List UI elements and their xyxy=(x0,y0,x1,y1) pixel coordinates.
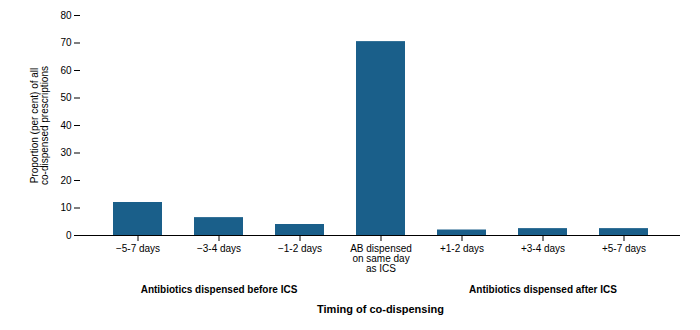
svg-text:+1-2 days: +1-2 days xyxy=(440,243,484,254)
svg-text:Antibiotics dispensed after IC: Antibiotics dispensed after ICS xyxy=(469,284,617,295)
svg-text:Proportion (per cent) of allco: Proportion (per cent) of allco-dispensed… xyxy=(29,66,50,185)
svg-text:Timing of co-dispensing: Timing of co-dispensing xyxy=(317,303,444,315)
svg-text:−3-4 days: −3-4 days xyxy=(197,243,241,254)
svg-text:+5-7 days: +5-7 days xyxy=(602,243,646,254)
svg-text:20: 20 xyxy=(60,175,72,186)
svg-text:40: 40 xyxy=(60,120,72,131)
svg-text:−5-7 days: −5-7 days xyxy=(116,243,160,254)
svg-text:Antibiotics dispensed before I: Antibiotics dispensed before ICS xyxy=(141,284,298,295)
svg-text:+3-4 days: +3-4 days xyxy=(521,243,565,254)
svg-text:70: 70 xyxy=(60,37,72,48)
svg-text:60: 60 xyxy=(60,65,72,76)
svg-text:30: 30 xyxy=(60,147,72,158)
svg-text:50: 50 xyxy=(60,92,72,103)
svg-text:AB dispensedon same dayas ICS: AB dispensedon same dayas ICS xyxy=(350,243,412,274)
svg-text:−1-2 days: −1-2 days xyxy=(278,243,322,254)
svg-text:10: 10 xyxy=(60,202,72,213)
svg-text:0: 0 xyxy=(66,230,72,241)
svg-text:80: 80 xyxy=(60,10,72,21)
